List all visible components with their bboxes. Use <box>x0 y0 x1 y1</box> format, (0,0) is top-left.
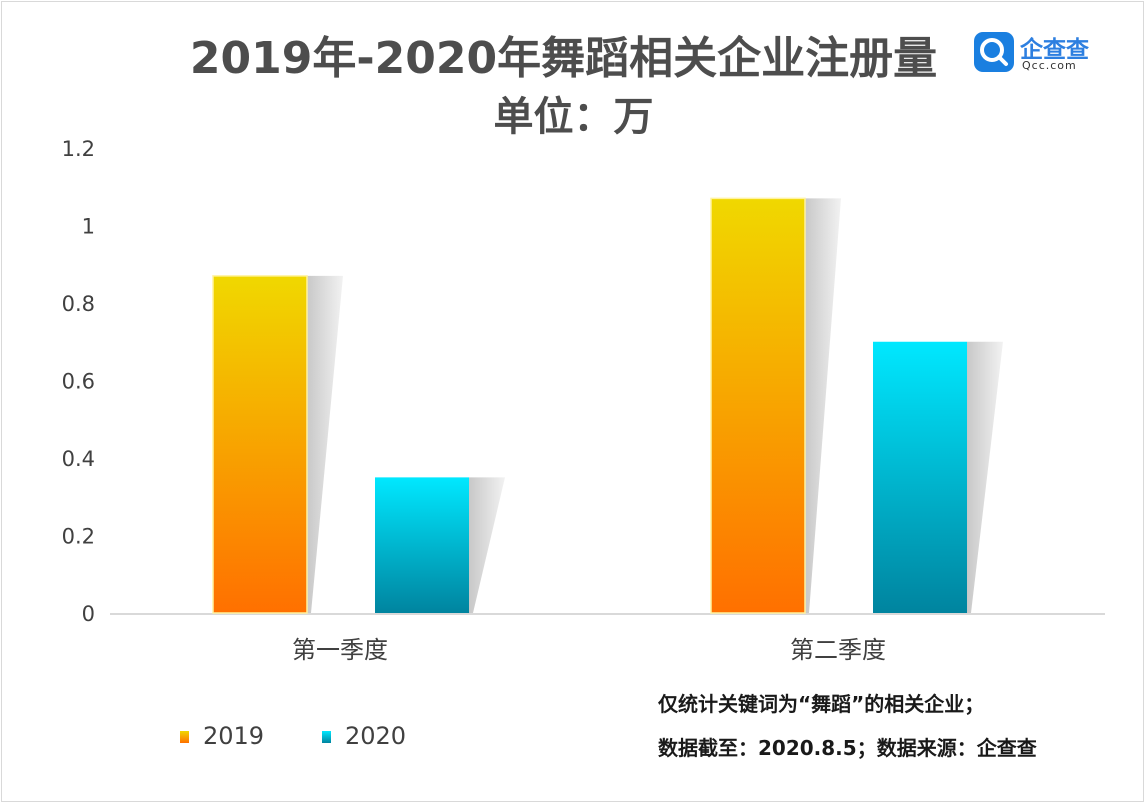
y-tick-label: 0.6 <box>62 370 95 394</box>
legend-label-2020: 2020 <box>345 722 407 750</box>
chart-subtitle: 单位：万 <box>493 94 654 140</box>
bar-shadow <box>307 275 343 613</box>
bar-2019-2 <box>710 197 806 614</box>
legend-item-2020: 2020 <box>322 722 406 750</box>
bar-2019-1 <box>212 275 308 614</box>
y-tick-label: 0.2 <box>62 525 95 549</box>
chart-title: 2019年-2020年舞蹈相关企业注册量 <box>189 33 938 84</box>
y-tick-label: 0 <box>82 602 95 626</box>
y-tick-label: 1 <box>82 215 95 239</box>
legend-label-2019: 2019 <box>203 722 265 750</box>
magnifier-logo-icon <box>974 32 1014 72</box>
note-source: 数据截至：2020.8.5；数据来源：企查查 <box>658 736 1037 760</box>
note-keyword: 仅统计关键词为“舞蹈”的相关企业； <box>658 692 985 716</box>
bar-shadow <box>469 477 505 613</box>
y-tick-label: 0.4 <box>62 447 95 471</box>
x-category-label: 第一季度 <box>292 636 388 664</box>
bar-shadow <box>805 198 841 613</box>
logo-name: 企查查 <box>1020 37 1089 63</box>
x-category-label: 第二季度 <box>790 636 886 664</box>
y-tick-label: 0.8 <box>62 292 95 316</box>
logo-domain: Qcc.com <box>1022 59 1077 72</box>
bar-2020-2 <box>873 341 967 613</box>
legend-swatch-2019 <box>180 731 189 743</box>
bar-shadow <box>967 341 1003 613</box>
legend-item-2019: 2019 <box>180 722 264 750</box>
legend-swatch-2020 <box>322 731 331 743</box>
brand-logo: 企查查 Qcc.com <box>974 32 1094 72</box>
y-tick-label: 1.2 <box>62 137 95 161</box>
bar-2020-1 <box>375 477 469 613</box>
